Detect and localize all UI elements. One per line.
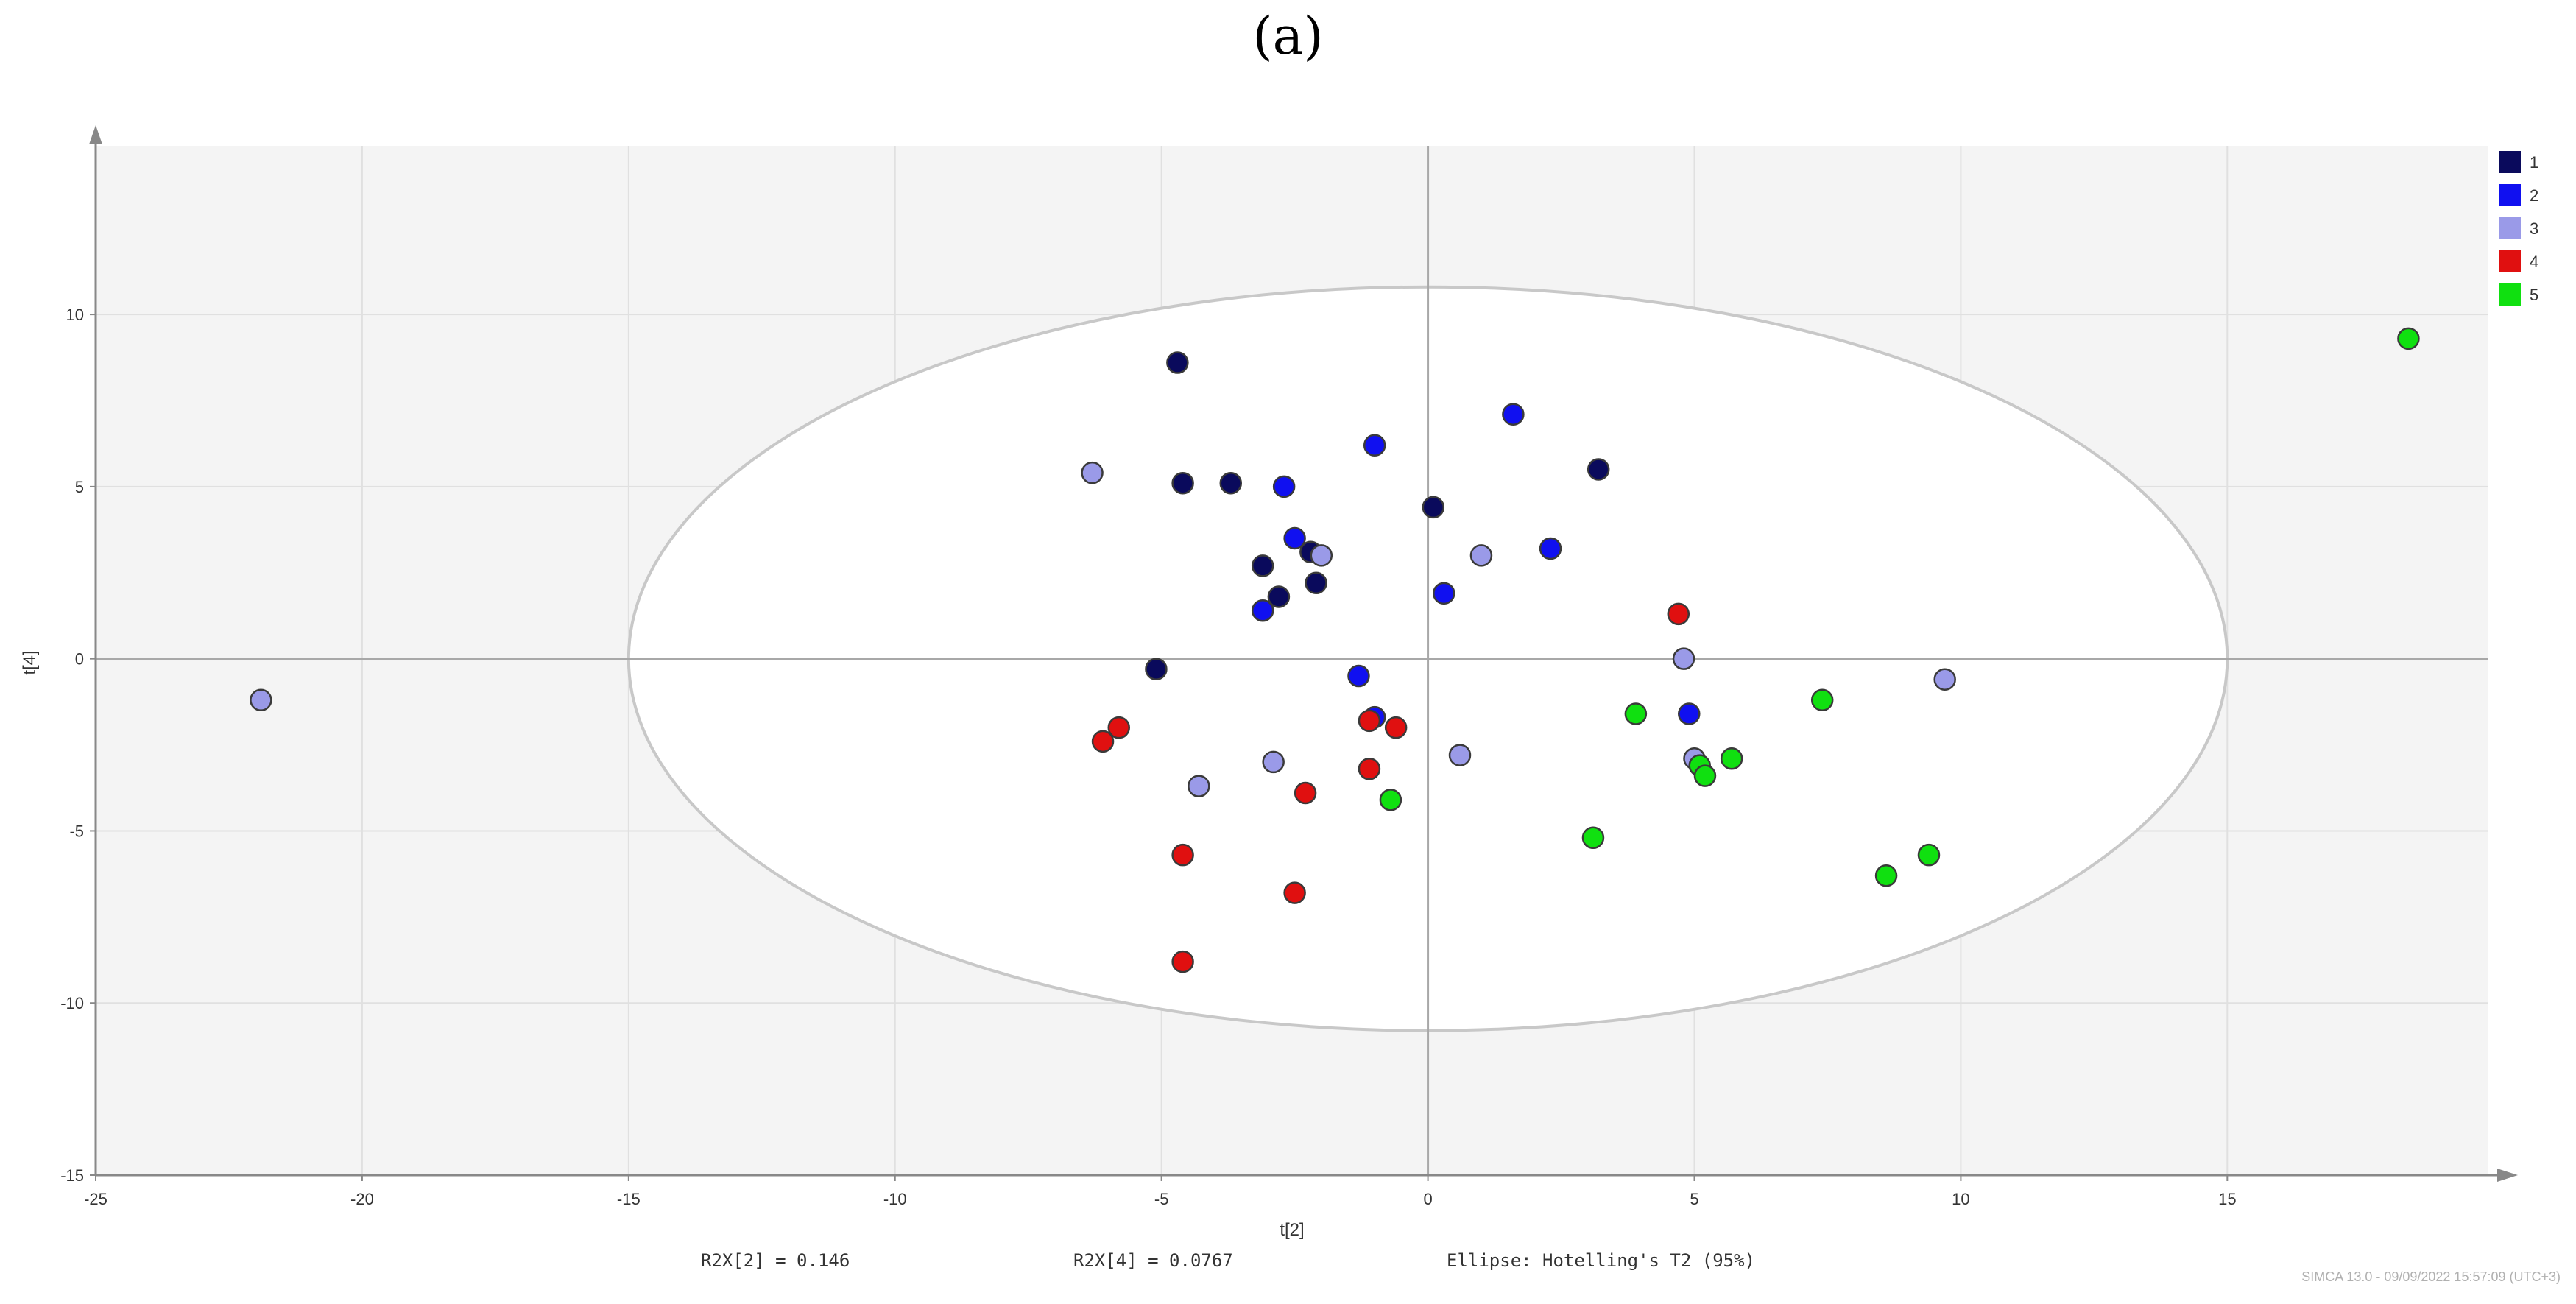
- data-point-series-5: [1693, 764, 1717, 787]
- data-point-series-2: [1502, 403, 1525, 426]
- y-tick-label: 5: [75, 478, 84, 496]
- data-point-series-4: [1358, 758, 1381, 780]
- data-point-series-5: [1379, 789, 1402, 811]
- y-axis-arrow: [89, 125, 102, 144]
- x-tick-label: 10: [1952, 1190, 1969, 1208]
- data-point-series-5: [1810, 688, 1834, 712]
- data-point-series-2: [1363, 434, 1386, 457]
- x-axis-arrow: [2497, 1169, 2518, 1182]
- y-tick-label: -15: [60, 1166, 84, 1185]
- x-tick-label: 5: [1690, 1190, 1698, 1208]
- data-point-series-3: [1933, 668, 1956, 691]
- data-point-series-4: [1358, 709, 1381, 733]
- data-point-series-1: [1251, 554, 1274, 577]
- y-tick-label: 0: [75, 650, 84, 669]
- x-tick-label: -15: [617, 1190, 641, 1208]
- legend-swatch-1: [2499, 151, 2521, 173]
- figure-label: (a): [1252, 6, 1324, 66]
- data-point-series-2: [1347, 664, 1370, 688]
- x-tick-label: -5: [1154, 1190, 1169, 1208]
- data-point-series-4: [1091, 730, 1115, 753]
- data-point-series-2: [1433, 582, 1455, 605]
- data-point-series-3: [1448, 744, 1472, 766]
- data-point-series-1: [1305, 571, 1327, 595]
- x-tick-label: -10: [883, 1190, 907, 1208]
- data-point-series-2: [1251, 599, 1274, 622]
- data-point-series-4: [1171, 950, 1194, 973]
- data-point-series-1: [1145, 658, 1168, 680]
- legend-swatch-4: [2499, 250, 2521, 272]
- data-point-series-3: [1469, 544, 1493, 567]
- data-point-series-2: [1539, 537, 1562, 560]
- x-axis-title: t[2]: [1280, 1220, 1304, 1240]
- stat-ellipse: Ellipse: Hotelling's T2 (95%): [1447, 1250, 1755, 1271]
- x-tick-label: -25: [84, 1190, 107, 1208]
- data-point-series-2: [1283, 526, 1306, 550]
- data-point-series-4: [1294, 781, 1317, 805]
- data-point-series-1: [1587, 458, 1610, 481]
- data-point-series-2: [1678, 702, 1701, 725]
- data-point-series-5: [1581, 826, 1605, 850]
- legend-label-1: 1: [2530, 153, 2538, 172]
- data-point-series-3: [1081, 461, 1104, 484]
- data-point-series-3: [1188, 775, 1210, 797]
- y-tick-label: -10: [60, 994, 84, 1012]
- data-point-series-1: [1166, 351, 1189, 374]
- x-tick-label: 15: [2218, 1190, 2236, 1208]
- x-tick-labels: -25 -20 -15 -10 -5 0 5 10 15: [84, 1175, 2237, 1208]
- data-point-series-5: [2397, 327, 2420, 350]
- data-point-series-1: [1171, 471, 1194, 495]
- y-axis-title: t[4]: [20, 650, 40, 674]
- data-point-series-3: [1310, 544, 1333, 567]
- legend-label-4: 4: [2530, 253, 2538, 271]
- x-tick-label: 0: [1423, 1190, 1432, 1208]
- software-footer: SIMCA 13.0 - 09/09/2022 15:57:09 (UTC+3): [2301, 1269, 2561, 1284]
- data-point-series-4: [1283, 881, 1306, 904]
- data-point-series-4: [1107, 716, 1131, 739]
- data-point-series-5: [1917, 843, 1941, 867]
- data-point-series-3: [1672, 647, 1695, 670]
- data-point-series-3: [1262, 750, 1285, 774]
- data-point-series-1: [1219, 471, 1243, 495]
- data-points: [250, 327, 2420, 973]
- data-point-series-2: [1272, 475, 1296, 498]
- legend-swatch-5: [2499, 283, 2521, 306]
- legend-swatch-2: [2499, 184, 2521, 206]
- data-point-series-1: [1422, 496, 1445, 519]
- legend-label-2: 2: [2530, 186, 2538, 205]
- data-point-series-4: [1667, 602, 1690, 626]
- legend-label-3: 3: [2530, 219, 2538, 238]
- y-tick-labels: -15 -10 -5 0 5 10: [60, 306, 96, 1185]
- data-point-series-5: [1624, 702, 1648, 725]
- legend-swatch-3: [2499, 217, 2521, 239]
- data-point-series-5: [1874, 864, 1898, 887]
- data-point-series-1: [1267, 585, 1291, 608]
- data-point-series-5: [1720, 747, 1743, 770]
- x-tick-label: -20: [350, 1190, 374, 1208]
- data-point-series-4: [1384, 716, 1408, 739]
- stat-r2x-4: R2X[4] = 0.0767: [1073, 1250, 1233, 1271]
- legend-label-5: 5: [2530, 286, 2538, 304]
- legend: 1 2 3 4 5: [2499, 151, 2538, 306]
- data-point-series-3: [250, 688, 272, 712]
- y-tick-label: -5: [69, 822, 84, 840]
- data-point-series-4: [1171, 843, 1194, 867]
- stat-r2x-2: R2X[2] = 0.146: [701, 1250, 850, 1271]
- y-tick-label: 10: [66, 306, 84, 324]
